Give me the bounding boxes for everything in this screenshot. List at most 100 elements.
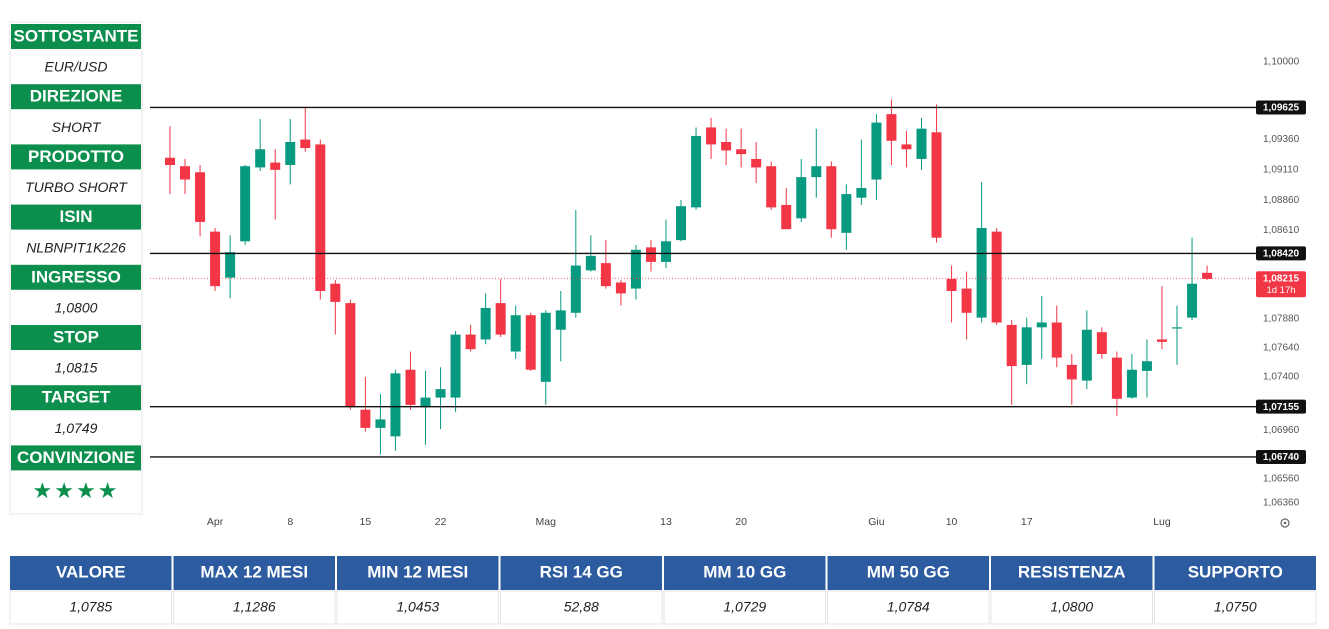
x-tick-label: 20	[735, 516, 747, 528]
x-tick-label: 15	[360, 516, 372, 528]
panel-header-bg	[11, 24, 141, 49]
candle-body	[585, 255, 596, 271]
candle-body	[255, 149, 266, 168]
candle-body	[420, 397, 431, 408]
level-label: 1,06740	[1263, 452, 1300, 463]
candle-body	[886, 114, 897, 141]
y-tick-label: 1,06360	[1263, 498, 1300, 509]
candle-body	[916, 128, 927, 159]
table-header-bg	[10, 556, 172, 590]
panel-value: 1,0815	[55, 360, 98, 376]
panel-header-bg	[11, 204, 141, 230]
candle-body	[736, 149, 747, 155]
candle-body	[240, 166, 251, 242]
table-value: 1,0800	[1050, 599, 1093, 615]
panel-header-bg	[11, 144, 141, 170]
table-cell-bg	[1154, 590, 1317, 625]
candle-body	[841, 194, 852, 233]
candle-body	[180, 166, 191, 180]
panel-value: ★★★★	[33, 478, 120, 503]
table-value: 1,0750	[1214, 599, 1257, 615]
candle-body	[225, 252, 236, 278]
candle-body	[495, 303, 506, 335]
candle-body	[210, 231, 221, 287]
table-cell-bg	[500, 590, 663, 625]
x-tick-label: 8	[287, 516, 293, 528]
table-header: RSI 14 GG	[540, 562, 623, 581]
panel-value: NLBNPIT1K226	[26, 239, 126, 255]
panel-header-bg	[11, 264, 141, 290]
countdown-label: 1d 17h	[1266, 285, 1295, 296]
panel-header-bg	[11, 84, 141, 110]
settings-icon[interactable]	[1280, 518, 1290, 528]
candle-body	[1126, 369, 1137, 398]
table-cell-bg	[173, 590, 336, 625]
table-value: 1,0729	[723, 599, 766, 615]
level-label-bg	[1256, 399, 1306, 414]
level-label-bg	[1256, 449, 1306, 464]
level-label-bg	[1256, 100, 1306, 115]
candle-body	[270, 162, 281, 170]
candle-body	[660, 241, 671, 262]
candle-body	[540, 312, 551, 382]
panel-header: ISIN	[59, 207, 92, 226]
candle-body	[691, 135, 702, 208]
candle-body	[510, 315, 521, 352]
table-header-bg	[827, 556, 989, 590]
y-tick-label: 1,07400	[1263, 372, 1300, 383]
table-header: MM 10 GG	[703, 562, 786, 581]
candle-body	[165, 157, 175, 166]
y-tick-label: 1,08610	[1263, 225, 1300, 236]
panel-header: SOTTOSTANTE	[14, 26, 139, 45]
candle-body	[600, 263, 611, 287]
table-header-bg	[500, 556, 662, 590]
candle-body	[1051, 322, 1062, 358]
y-tick-label: 1,06960	[1263, 425, 1300, 436]
table-header-bg	[991, 556, 1153, 590]
y-tick-label: 1,10000	[1263, 57, 1300, 68]
candle-body	[1036, 322, 1047, 328]
candle-body	[645, 247, 656, 262]
candle-body	[751, 158, 762, 168]
candle-body	[1156, 339, 1167, 342]
x-tick-label: Giu	[868, 516, 885, 528]
level-label: 1,08420	[1263, 249, 1300, 260]
table-header: VALORE	[56, 562, 126, 581]
candle-body	[1066, 364, 1077, 380]
candle-body	[1096, 332, 1107, 354]
candle-body	[630, 249, 641, 289]
table-header-bg	[173, 556, 335, 590]
panel-header: PRODOTTO	[28, 147, 124, 166]
panel-header: STOP	[53, 327, 99, 346]
candle-body	[615, 282, 626, 294]
candle-body	[330, 283, 341, 302]
table-value: 1,0785	[69, 599, 112, 615]
candle-body	[375, 419, 386, 428]
table-cell-bg	[827, 590, 990, 625]
candle-body	[826, 166, 837, 230]
candle-body	[465, 334, 476, 350]
panel-header: CONVINZIONE	[17, 448, 135, 467]
x-tick-label: Lug	[1153, 516, 1171, 528]
table-header: MM 50 GG	[867, 562, 950, 581]
table-value: 1,0784	[887, 599, 930, 615]
candle-body	[285, 141, 296, 166]
table-header-bg	[1154, 556, 1316, 590]
table-header-bg	[664, 556, 826, 590]
candle-body	[871, 122, 882, 180]
table-header: MAX 12 MESI	[200, 562, 308, 581]
panel-value: 1,0749	[55, 420, 98, 436]
panel-value: 1,0800	[55, 300, 98, 316]
candle-body	[555, 310, 566, 330]
table-value: 1,0453	[396, 599, 439, 615]
y-tick-label: 1,07880	[1263, 313, 1300, 324]
candle-body	[405, 369, 416, 405]
candle-body	[706, 127, 717, 145]
settings-icon-dot	[1283, 521, 1287, 525]
table-value: 1,1286	[233, 599, 276, 615]
panel-header: TARGET	[42, 388, 111, 407]
candle-body	[976, 227, 987, 318]
x-tick-label: Apr	[207, 516, 224, 528]
candle-body	[450, 334, 461, 398]
candle-body	[991, 231, 1002, 323]
